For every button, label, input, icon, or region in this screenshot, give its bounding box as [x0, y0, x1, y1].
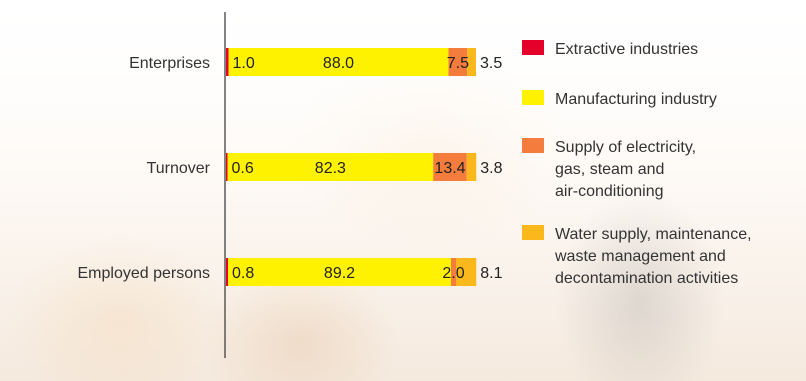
bar-segment	[228, 258, 451, 286]
value-label: 82.3	[315, 160, 346, 177]
value-label: 1.0	[233, 55, 255, 72]
category-labels: Enterprises Turnover Employed persons	[77, 55, 210, 282]
value-label: 89.2	[324, 265, 355, 282]
bar-segment	[226, 258, 228, 286]
value-labels: 1.0 88.0 7.5 3.5 0.6 82.3 13.4 3.8 0.8 89.2 2.0 8.1	[232, 55, 503, 282]
legend-swatch	[522, 225, 544, 240]
legend-label: decontamination activities	[555, 270, 738, 287]
bar-segment	[456, 258, 477, 286]
bar-segment	[451, 258, 456, 286]
bar-segment	[226, 48, 229, 76]
bar-segment	[226, 153, 228, 181]
bar-segment	[467, 48, 476, 76]
legend-label: waste management and	[554, 248, 726, 265]
value-label: 7.5	[447, 55, 469, 72]
category-label: Turnover	[147, 160, 211, 177]
legend-swatch	[522, 40, 544, 55]
value-label: 0.6	[232, 160, 254, 177]
legend-label: Water supply, maintenance,	[555, 226, 752, 243]
value-label: 88.0	[323, 55, 354, 72]
bar-segment	[227, 153, 434, 181]
legend-label: Extractive industries	[555, 41, 698, 58]
bar-segment	[433, 153, 467, 181]
legend-swatch	[522, 90, 544, 105]
legend-swatch	[522, 138, 544, 153]
value-label: 3.5	[480, 55, 502, 72]
category-label: Enterprises	[129, 55, 210, 72]
bars-group	[226, 48, 477, 286]
value-label: 2.0	[442, 265, 464, 282]
value-label: 13.4	[434, 160, 465, 177]
category-label: Employed persons	[77, 265, 210, 282]
bar-segment	[228, 48, 449, 76]
value-label: 8.1	[480, 265, 502, 282]
bar-segment	[466, 153, 477, 181]
legend: Extractive industries Manufacturing indus…	[522, 40, 752, 287]
legend-label: gas, steam and	[555, 161, 664, 178]
value-label: 3.8	[480, 160, 502, 177]
value-label: 0.8	[232, 265, 254, 282]
legend-label: Manufacturing industry	[555, 91, 717, 108]
legend-label: Supply of electricity,	[555, 139, 696, 156]
legend-label: air-conditioning	[555, 183, 664, 200]
bar-segment	[448, 48, 468, 76]
